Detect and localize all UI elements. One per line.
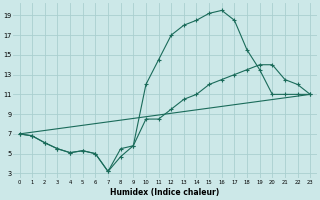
X-axis label: Humidex (Indice chaleur): Humidex (Indice chaleur) <box>110 188 220 197</box>
